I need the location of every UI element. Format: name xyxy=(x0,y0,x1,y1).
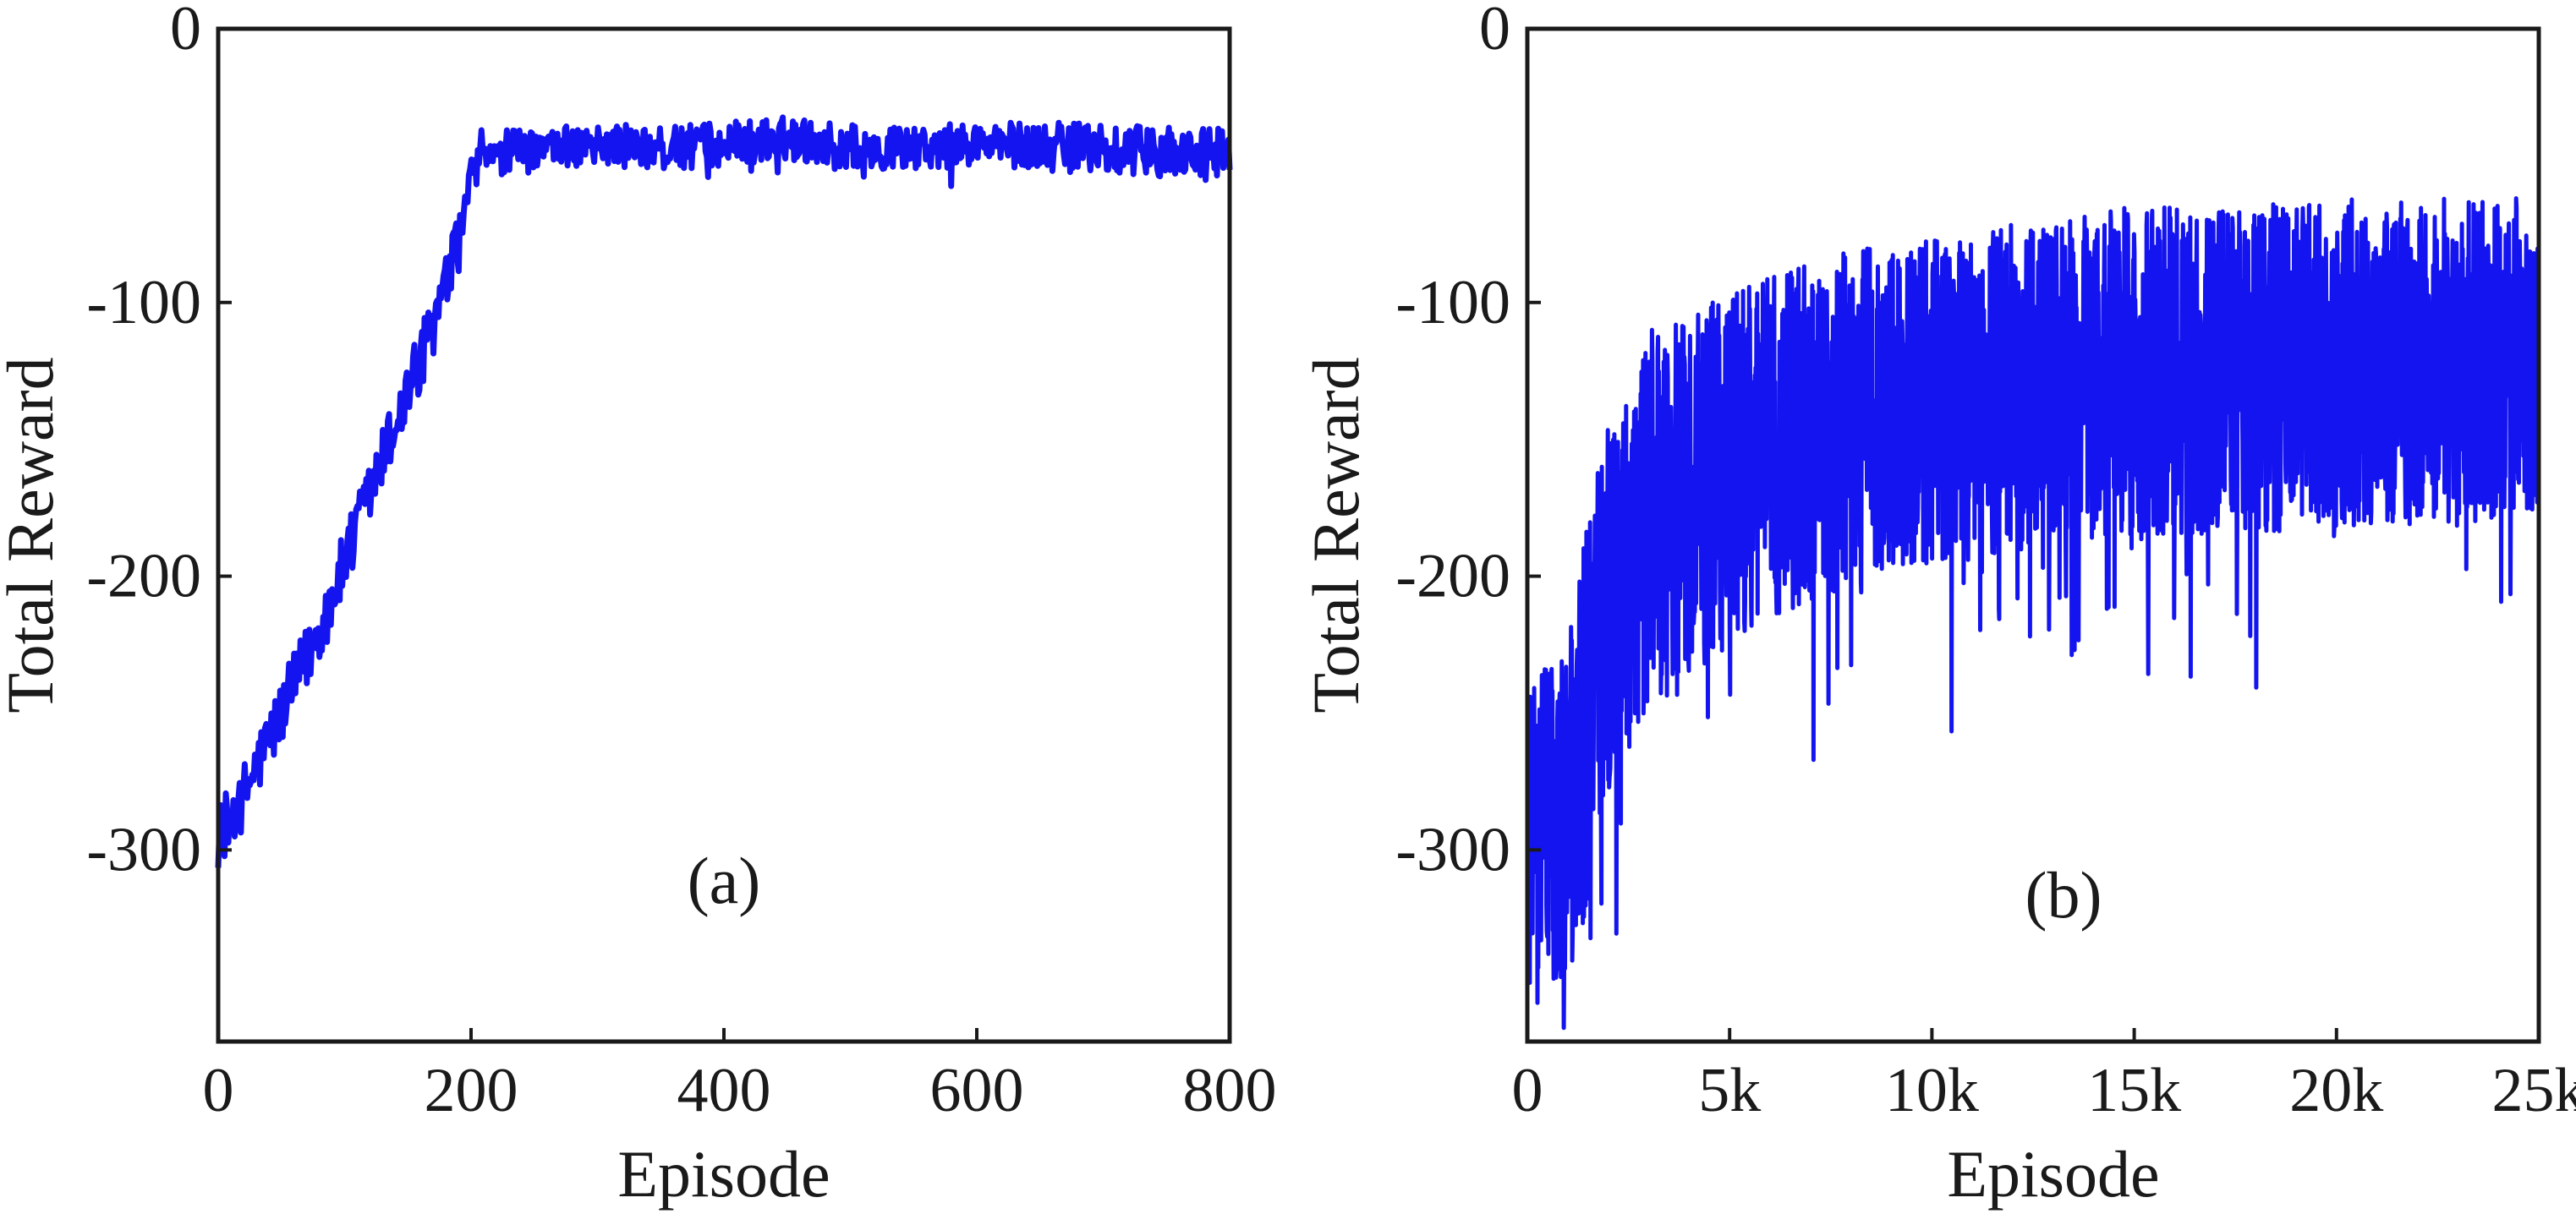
panel-b-plot-frame xyxy=(1525,26,2541,1044)
x-tick-label: 0 xyxy=(1512,1056,1543,1125)
panel-a-x-ticks: 0 200 400 600 800 xyxy=(203,1028,1277,1125)
y-tick-label: -100 xyxy=(86,268,201,337)
y-tick-label: -200 xyxy=(1395,542,1510,611)
panel-a-series-line xyxy=(215,114,1233,868)
panel-a-label: (a) xyxy=(688,844,761,917)
panel-b-y-axis-label: Total Reward xyxy=(1299,357,1373,713)
y-tick-label: -200 xyxy=(86,542,201,611)
x-tick-label: 10k xyxy=(1885,1056,1979,1125)
x-tick-label: 200 xyxy=(425,1056,518,1125)
panel-a-y-axis-label: Total Reward xyxy=(0,357,67,713)
series-line xyxy=(1525,196,2541,1031)
x-tick-label: 15k xyxy=(2087,1056,2181,1125)
x-tick-label: 0 xyxy=(203,1056,234,1125)
panel-a: 0 200 400 600 800 0 -100 -200 -300 Episode Tota… xyxy=(0,0,1277,1211)
panel-b-label: (b) xyxy=(2025,858,2102,932)
y-tick-label: -300 xyxy=(86,815,201,884)
x-tick-label: 25k xyxy=(2492,1056,2576,1125)
y-tick-label: 0 xyxy=(170,0,201,63)
panel-b-x-ticks: 0 5k 10k 15k 20k 25k xyxy=(1512,1028,2576,1125)
y-tick-label: 0 xyxy=(1479,0,1510,63)
panel-b-x-axis-label: Episode xyxy=(1947,1137,2159,1211)
panel-a-x-axis-label: Episode xyxy=(617,1137,830,1211)
x-tick-label: 20k xyxy=(2289,1056,2383,1125)
panel-b: 0 5k 10k 15k 20k 25k 0 -100 -200 -300 Episode To… xyxy=(1299,0,2576,1211)
y-tick-label: -100 xyxy=(1395,268,1510,337)
y-tick-label: -300 xyxy=(1395,815,1510,884)
series-line xyxy=(215,114,1233,868)
x-tick-label: 5k xyxy=(1698,1056,1761,1125)
panel-b-series-line xyxy=(1525,196,2541,1031)
x-tick-label: 600 xyxy=(930,1056,1024,1125)
panel-a-y-ticks: 0 -100 -200 -300 xyxy=(86,0,232,884)
panel-b-y-ticks: 0 -100 -200 -300 xyxy=(1395,0,1541,884)
x-tick-label: 800 xyxy=(1183,1056,1277,1125)
x-tick-label: 400 xyxy=(677,1056,771,1125)
